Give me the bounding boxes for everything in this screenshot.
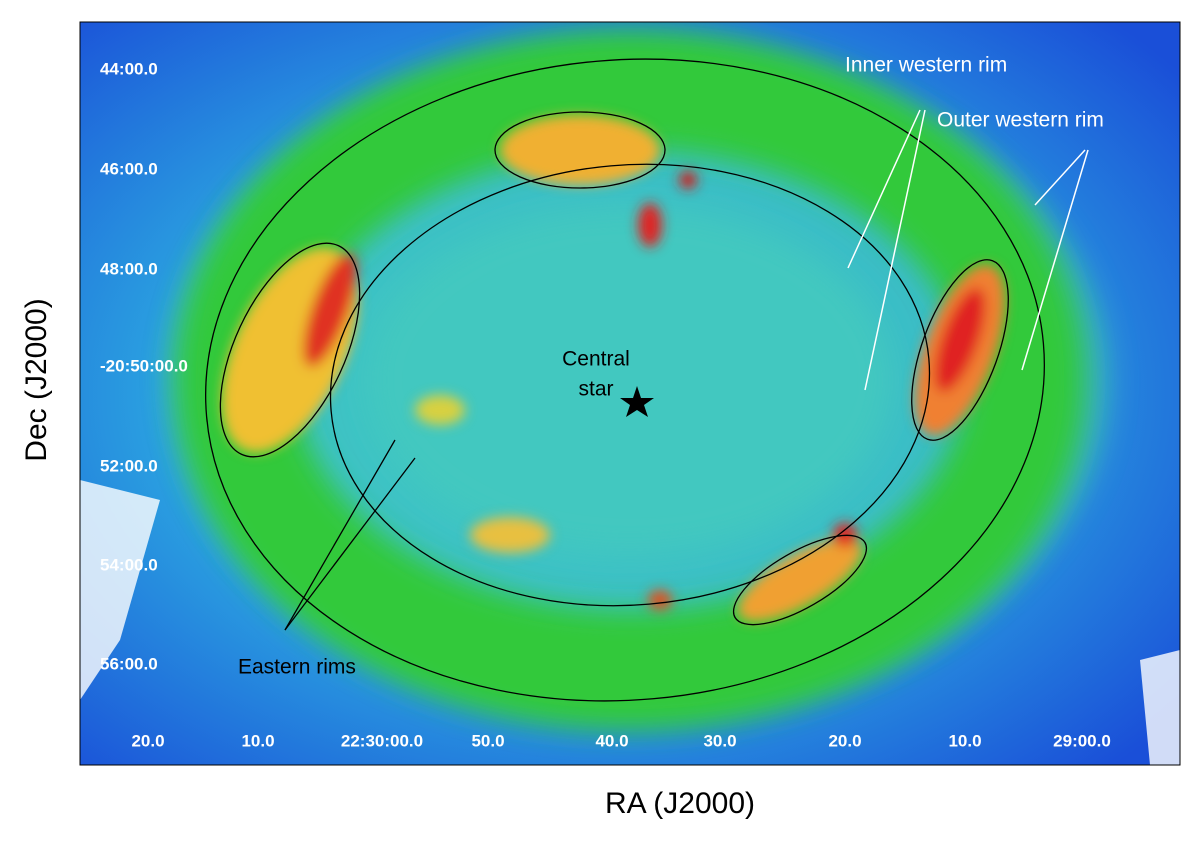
y-tick-label: 52:00.0: [100, 456, 158, 475]
x-axis-label: RA (J2000): [605, 787, 755, 820]
x-tick-label: 10.0: [241, 731, 274, 750]
x-tick-label: 10.0: [948, 731, 981, 750]
frame: [79, 21, 1181, 766]
x-tick-label: 30.0: [703, 731, 736, 750]
x-tick-label: 29:00.0: [1053, 731, 1111, 750]
annotation: Outer western rim: [937, 109, 1104, 132]
x-tick-label: 40.0: [595, 731, 628, 750]
annotation: Central: [562, 348, 630, 371]
y-tick-label: 48:00.0: [100, 259, 158, 278]
y-tick-label: -20:50:00.0: [100, 356, 188, 375]
x-tick-label: 20.0: [131, 731, 164, 750]
annotation: Eastern rims: [238, 656, 356, 679]
annotation: star: [578, 378, 613, 401]
y-tick-label: 54:00.0: [100, 555, 158, 574]
x-tick-label: 20.0: [828, 731, 861, 750]
star-symbol: [620, 386, 654, 417]
y-tick-label: 46:00.0: [100, 159, 158, 178]
x-tick-label: 22:30:00.0: [341, 731, 423, 750]
y-tick-label: 56:00.0: [100, 654, 158, 673]
y-axis-label: Dec (J2000): [20, 298, 53, 461]
annotation: Inner western rim: [845, 54, 1007, 77]
x-tick-label: 50.0: [471, 731, 504, 750]
nebula-image: [80, 22, 1180, 765]
y-tick-label: 44:00.0: [100, 59, 158, 78]
